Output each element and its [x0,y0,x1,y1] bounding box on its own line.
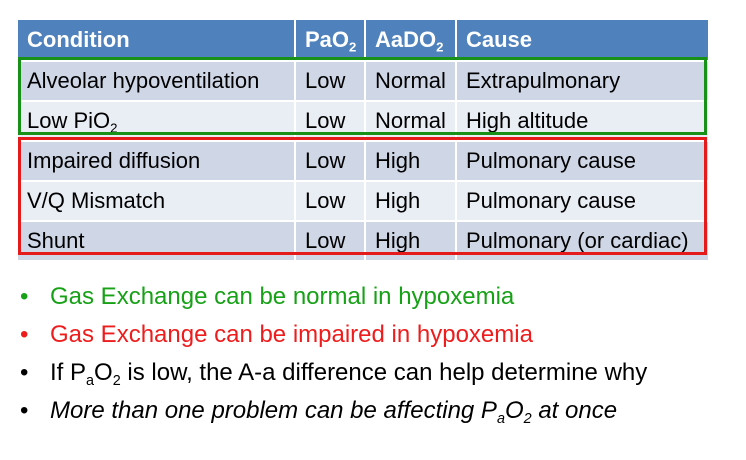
cell-condition: Impaired diffusion [18,140,294,180]
bullet-marker: • [20,397,29,424]
cell-cause: Pulmonary cause [455,180,708,220]
cell-cause: High altitude [455,100,708,140]
conditions-table-container: Condition PaO2 AaDO2 Cause Alveolar hypo… [18,20,708,260]
bullet-marker: • [20,359,29,386]
cell-condition: V/Q Mismatch [18,180,294,220]
bullet-text: More than one problem can be affecting P… [50,397,618,428]
table-row: Impaired diffusion Low High Pulmonary ca… [18,140,708,180]
cell-pao2: Low [294,180,364,220]
cell-pao2: Low [294,220,364,260]
header-cause: Cause [455,20,708,60]
bullet-text: If PaO2 is low, the A-a difference can h… [50,359,648,390]
header-aado2: AaDO2 [364,20,455,60]
cell-pao2: Low [294,140,364,180]
bullet-impaired-gas-exchange: • Gas Exchange can be impaired in hypoxe… [20,316,647,354]
bullet-text: Gas Exchange can be normal in hypoxemia [50,283,515,310]
cell-aado2: High [364,220,455,260]
cell-cause: Pulmonary cause [455,140,708,180]
table-row: V/Q Mismatch Low High Pulmonary cause [18,180,708,220]
cell-condition: Low PiO2 [18,100,294,140]
cell-aado2: High [364,140,455,180]
cell-aado2: Normal [364,60,455,100]
bullet-marker: • [20,321,29,348]
bullet-marker: • [20,283,29,310]
table-row: Shunt Low High Pulmonary (or cardiac) [18,220,708,260]
cell-aado2: Normal [364,100,455,140]
header-condition: Condition [18,20,294,60]
cell-condition: Shunt [18,220,294,260]
bullet-multiple-problems: • More than one problem can be affecting… [20,392,647,430]
table-row: Alveolar hypoventilation Low Normal Extr… [18,60,708,100]
bullet-normal-gas-exchange: • Gas Exchange can be normal in hypoxemi… [20,278,647,316]
bullet-text: Gas Exchange can be impaired in hypoxemi… [50,321,533,348]
cell-cause: Pulmonary (or cardiac) [455,220,708,260]
cell-pao2: Low [294,100,364,140]
table-row: Low PiO2 Low Normal High altitude [18,100,708,140]
cell-pao2: Low [294,60,364,100]
header-pao2: PaO2 [294,20,364,60]
cell-condition: Alveolar hypoventilation [18,60,294,100]
bullet-list: • Gas Exchange can be normal in hypoxemi… [20,278,647,430]
cell-cause: Extrapulmonary [455,60,708,100]
table-header-row: Condition PaO2 AaDO2 Cause [18,20,708,60]
bullet-aa-difference: • If PaO2 is low, the A-a difference can… [20,354,647,392]
conditions-table: Condition PaO2 AaDO2 Cause Alveolar hypo… [18,20,708,260]
cell-aado2: High [364,180,455,220]
